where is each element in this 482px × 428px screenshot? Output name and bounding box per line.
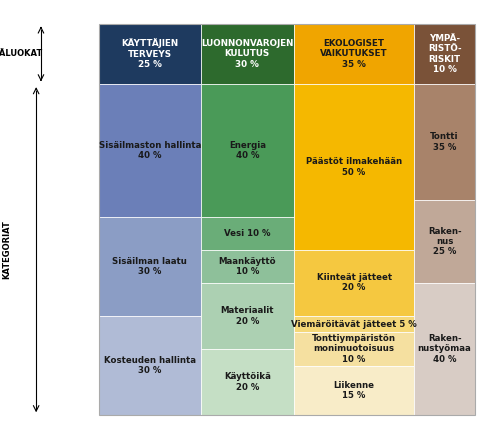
Text: Päästöt ilmakehään
50 %: Päästöt ilmakehään 50 % (306, 157, 402, 177)
Bar (201, 84, 294, 217)
Bar (294, 333, 415, 366)
Text: Kosteuden hallinta
30 %: Kosteuden hallinta 30 % (104, 356, 196, 375)
Text: Maankäyttö
10 %: Maankäyttö 10 % (218, 256, 276, 276)
Bar (294, 316, 415, 333)
Bar (201, 283, 294, 349)
Bar (201, 217, 294, 250)
Bar (415, 24, 475, 84)
Text: Viemäröitävät jätteet 5 %: Viemäröitävät jätteet 5 % (291, 320, 417, 329)
Text: YMPÄ-
RISTÖ-
RISKIT
10 %: YMPÄ- RISTÖ- RISKIT 10 % (428, 34, 461, 74)
Text: Liikenne
15 %: Liikenne 15 % (334, 380, 375, 400)
Bar (99, 24, 475, 415)
Bar (415, 200, 475, 283)
Bar (415, 84, 475, 200)
Text: Energia
40 %: Energia 40 % (229, 141, 266, 160)
Bar (99, 217, 201, 316)
Bar (201, 24, 294, 84)
Bar (294, 24, 415, 84)
Text: Raken-
nustyömaa
40 %: Raken- nustyömaa 40 % (418, 334, 471, 364)
Text: Tonttiympäristön
monimuotoisuus
10 %: Tonttiympäristön monimuotoisuus 10 % (312, 334, 396, 364)
Text: Tontti
35 %: Tontti 35 % (430, 132, 459, 152)
Text: Sisäilmaston hallinta
40 %: Sisäilmaston hallinta 40 % (99, 141, 201, 160)
Bar (415, 283, 475, 415)
Bar (294, 366, 415, 415)
Bar (294, 84, 415, 250)
Text: Raken-
nus
25 %: Raken- nus 25 % (428, 226, 461, 256)
Text: Kiinteät jätteet
20 %: Kiinteät jätteet 20 % (317, 273, 392, 292)
Bar (99, 24, 201, 84)
Bar (99, 84, 201, 217)
Text: PÄÄLUOKAT: PÄÄLUOKAT (0, 49, 42, 58)
Bar (99, 316, 201, 415)
Text: Sisäilman laatu
30 %: Sisäilman laatu 30 % (112, 256, 187, 276)
Bar (201, 250, 294, 283)
Text: Käyttöikä
20 %: Käyttöikä 20 % (224, 372, 271, 392)
Text: LUONNONVAROJEN
KULUTUS
30 %: LUONNONVAROJEN KULUTUS 30 % (201, 39, 294, 69)
Text: KÄYTTÄJIEN
TERVEYS
25 %: KÄYTTÄJIEN TERVEYS 25 % (121, 39, 178, 69)
Text: Materiaalit
20 %: Materiaalit 20 % (221, 306, 274, 326)
Text: KATEGORIAT: KATEGORIAT (3, 220, 12, 279)
Text: EKOLOGISET
VAIKUTUKSET
35 %: EKOLOGISET VAIKUTUKSET 35 % (320, 39, 388, 69)
Bar (294, 250, 415, 316)
Text: Vesi 10 %: Vesi 10 % (224, 229, 270, 238)
Bar (201, 349, 294, 415)
